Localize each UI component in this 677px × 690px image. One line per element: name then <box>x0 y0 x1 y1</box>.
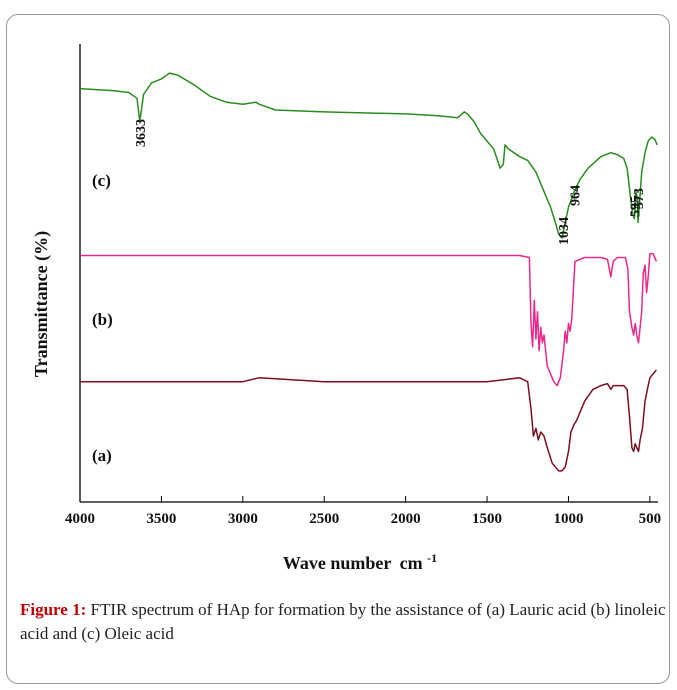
x-tick-label: 4000 <box>65 511 95 527</box>
x-tick-label: 2500 <box>309 511 339 527</box>
x-tick-label: 3500 <box>146 511 176 527</box>
series-labels: (a) (b) (c) <box>92 171 113 465</box>
caption-text: FTIR spectrum of HAp for formation by th… <box>20 600 666 643</box>
series-label: (a) <box>92 446 112 465</box>
plot-area <box>79 44 658 503</box>
series-label: (c) <box>92 171 111 190</box>
series-label: (b) <box>92 310 113 329</box>
peak-label: 573 <box>632 188 647 209</box>
ftir-chart: 4000 3500 3000 2500 2000 1500 1000 500 Transmit… <box>31 44 661 573</box>
series-line <box>80 369 657 472</box>
peak-label: 1034 <box>557 217 572 245</box>
series-line <box>79 72 658 239</box>
x-tick-label: 2000 <box>391 511 421 527</box>
x-tick-label: 500 <box>639 511 662 527</box>
peak-label: 3633 <box>134 119 149 147</box>
x-axis-title: Wave number cm -1 <box>283 551 437 573</box>
x-tick-label: 3000 <box>228 511 258 527</box>
x-tick-label: 1000 <box>553 511 583 527</box>
figure-caption: Figure 1: FTIR spectrum of HAp for forma… <box>20 598 670 646</box>
x-tick-label: 1500 <box>472 511 502 527</box>
caption-label: Figure 1: <box>20 600 87 619</box>
x-axis: 4000 3500 3000 2500 2000 1500 1000 500 <box>65 496 661 527</box>
peak-label: 964 <box>568 185 583 206</box>
figure-frame <box>6 14 670 684</box>
series-line <box>80 252 658 387</box>
y-axis-title: Transmittance (%) <box>31 231 52 377</box>
peak-label: 595 <box>628 196 643 217</box>
